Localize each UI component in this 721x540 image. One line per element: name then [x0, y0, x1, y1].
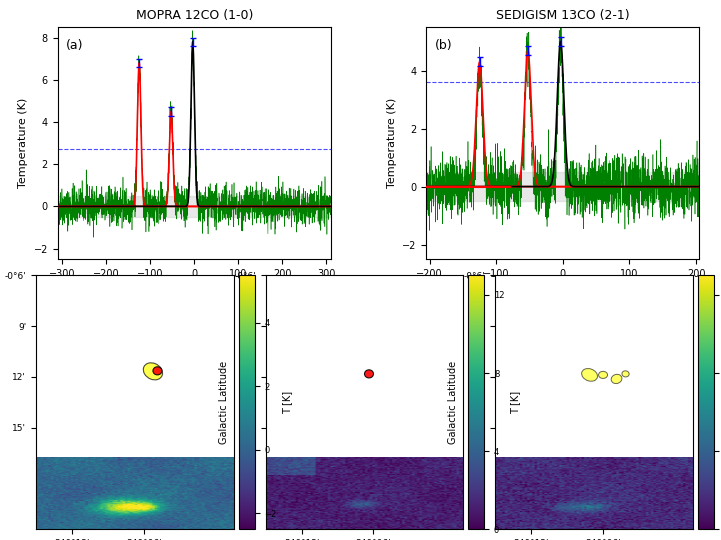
Y-axis label: Temperature (K): Temperature (K): [18, 98, 28, 188]
Bar: [426, 172, 699, 201]
Title: MOPRA 12CO (1-0): MOPRA 12CO (1-0): [136, 9, 253, 22]
X-axis label: Velocity (km/s): Velocity (km/s): [153, 285, 236, 294]
Ellipse shape: [611, 374, 622, 383]
Y-axis label: Galactic Latitude: Galactic Latitude: [448, 361, 458, 444]
X-axis label: Velocity (km/s): Velocity (km/s): [521, 285, 604, 294]
Ellipse shape: [143, 363, 162, 380]
Title: SEDIGISM 13CO (2-1): SEDIGISM 13CO (2-1): [496, 9, 629, 22]
Y-axis label: Galactic Latitude: Galactic Latitude: [218, 361, 229, 444]
Ellipse shape: [365, 370, 373, 378]
Text: v = -52.5 km/s: v = -52.5 km/s: [355, 288, 431, 298]
Text: v = -125.1 km/s: v = -125.1 km/s: [584, 288, 668, 298]
Text: (e): (e): [505, 288, 521, 298]
Text: (a): (a): [66, 39, 84, 52]
Y-axis label: T [K]: T [K]: [282, 391, 292, 414]
Text: (d): (d): [275, 288, 291, 298]
Text: (b): (b): [435, 39, 452, 52]
Ellipse shape: [153, 367, 162, 375]
Text: (c): (c): [46, 288, 61, 298]
Y-axis label: T [K]: T [K]: [510, 391, 520, 414]
Ellipse shape: [582, 368, 598, 381]
Ellipse shape: [598, 372, 608, 379]
Ellipse shape: [622, 371, 629, 377]
Bar: [58, 196, 331, 217]
Y-axis label: Temperature (K): Temperature (K): [386, 98, 397, 188]
Text: v = -3.4 km/s: v = -3.4 km/s: [125, 288, 195, 298]
